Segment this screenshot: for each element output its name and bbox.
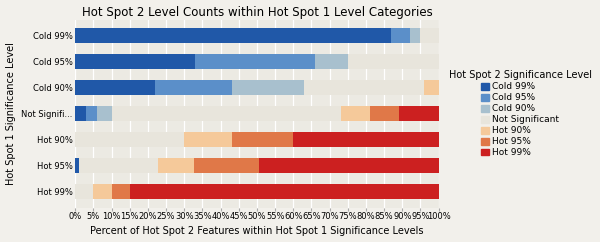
Legend: Cold 99%, Cold 95%, Cold 90%, Not Significant, Hot 90%, Hot 95%, Hot 99%: Cold 99%, Cold 95%, Cold 90%, Not Signif… xyxy=(447,68,593,159)
Bar xyxy=(421,28,439,43)
Bar xyxy=(75,132,184,147)
Bar xyxy=(94,184,112,199)
Bar xyxy=(304,80,424,95)
Bar xyxy=(79,158,158,173)
Bar xyxy=(259,158,439,173)
Title: Hot Spot 2 Level Counts within Hot Spot 1 Level Categories: Hot Spot 2 Level Counts within Hot Spot … xyxy=(82,6,433,19)
Bar xyxy=(86,106,97,121)
Bar xyxy=(112,184,130,199)
Bar xyxy=(315,54,348,69)
Bar xyxy=(158,158,194,173)
Bar xyxy=(391,28,410,43)
Bar xyxy=(155,80,232,95)
Bar xyxy=(232,132,293,147)
X-axis label: Percent of Hot Spot 2 Features within Hot Spot 1 Significance Levels: Percent of Hot Spot 2 Features within Ho… xyxy=(90,227,424,236)
Bar xyxy=(348,54,439,69)
Bar xyxy=(75,158,79,173)
Bar xyxy=(75,80,155,95)
Bar xyxy=(195,54,315,69)
Bar xyxy=(293,132,439,147)
Bar xyxy=(75,28,391,43)
Bar xyxy=(398,106,439,121)
Bar xyxy=(424,80,439,95)
Y-axis label: Hot Spot 1 Significance Level: Hot Spot 1 Significance Level xyxy=(5,42,16,185)
Bar xyxy=(97,106,112,121)
Bar xyxy=(370,106,398,121)
Bar xyxy=(184,132,232,147)
Bar xyxy=(410,28,421,43)
Bar xyxy=(75,54,195,69)
Bar xyxy=(75,106,86,121)
Bar xyxy=(112,106,341,121)
Bar xyxy=(232,80,304,95)
Bar xyxy=(75,184,94,199)
Bar xyxy=(194,158,259,173)
Bar xyxy=(341,106,370,121)
Bar xyxy=(130,184,439,199)
